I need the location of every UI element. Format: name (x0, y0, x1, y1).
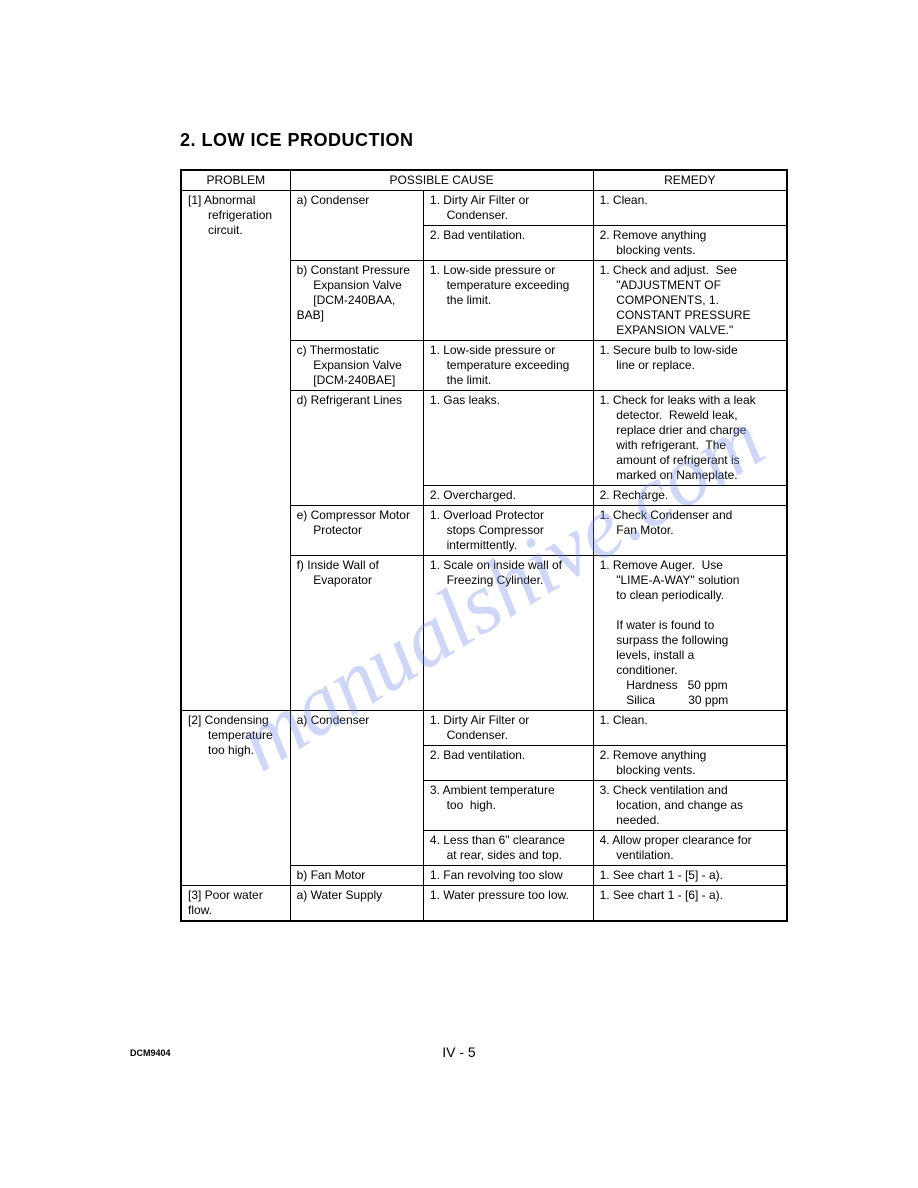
cell-cause-detail: 1. Gas leaks. (423, 391, 593, 486)
table-row: [2] Condensing temperature too high.a) C… (181, 711, 787, 746)
cell-cause-detail: 1. Low-side pressure or temperature exce… (423, 261, 593, 341)
cell-cause-category: f) Inside Wall of Evaporator (290, 556, 423, 711)
cell-remedy: 2. Recharge. (593, 486, 787, 506)
cell-cause-detail: 1. Scale on inside wall of Freezing Cyli… (423, 556, 593, 711)
header-remedy: REMEDY (593, 170, 787, 191)
cell-remedy: 3. Check ventilation and location, and c… (593, 781, 787, 831)
cell-remedy: 4. Allow proper clearance for ventilatio… (593, 831, 787, 866)
cell-cause-category: a) Condenser (290, 191, 423, 261)
cell-cause-category: a) Condenser (290, 711, 423, 866)
cell-cause-category: b) Fan Motor (290, 866, 423, 886)
cell-remedy: 1. Clean. (593, 191, 787, 226)
cell-remedy: 2. Remove anything blocking vents. (593, 226, 787, 261)
footer-page-number: IV - 5 (0, 1044, 918, 1060)
cell-remedy: 1. See chart 1 - [6] - a). (593, 886, 787, 922)
cell-remedy: 1. Check for leaks with a leak detector.… (593, 391, 787, 486)
header-problem: PROBLEM (181, 170, 290, 191)
cell-remedy: 1. Check Condenser and Fan Motor. (593, 506, 787, 556)
troubleshooting-table: PROBLEM POSSIBLE CAUSE REMEDY [1] Abnorm… (180, 169, 788, 922)
cell-cause-detail: 1. Overload Protector stops Compressor i… (423, 506, 593, 556)
cell-problem: [2] Condensing temperature too high. (181, 711, 290, 886)
cell-remedy: 1. Clean. (593, 711, 787, 746)
cell-cause-category: e) Compressor Motor Protector (290, 506, 423, 556)
cell-cause-category: c) Thermostatic Expansion Valve [DCM-240… (290, 341, 423, 391)
cell-cause-detail: 4. Less than 6" clearance at rear, sides… (423, 831, 593, 866)
cell-cause-category: b) Constant Pressure Expansion Valve [DC… (290, 261, 423, 341)
header-cause: POSSIBLE CAUSE (290, 170, 593, 191)
cell-problem: [1] Abnormal refrigeration circuit. (181, 191, 290, 711)
cell-cause-detail: 2. Bad ventilation. (423, 226, 593, 261)
cell-problem: [3] Poor water flow. (181, 886, 290, 922)
cell-cause-detail: 1. Water pressure too low. (423, 886, 593, 922)
cell-cause-detail: 1. Low-side pressure or temperature exce… (423, 341, 593, 391)
cell-cause-category: a) Water Supply (290, 886, 423, 922)
cell-cause-detail: 1. Dirty Air Filter or Condenser. (423, 191, 593, 226)
cell-cause-detail: 3. Ambient temperature too high. (423, 781, 593, 831)
cell-cause-detail: 1. Dirty Air Filter or Condenser. (423, 711, 593, 746)
cell-remedy: 1. Check and adjust. See "ADJUSTMENT OF … (593, 261, 787, 341)
table-row: [3] Poor water flow.a) Water Supply1. Wa… (181, 886, 787, 922)
table-row: [1] Abnormal refrigeration circuit.a) Co… (181, 191, 787, 226)
cell-remedy: 1. See chart 1 - [5] - a). (593, 866, 787, 886)
cell-cause-detail: 1. Fan revolving too slow (423, 866, 593, 886)
cell-remedy: 1. Remove Auger. Use "LIME-A-WAY" soluti… (593, 556, 787, 711)
cell-cause-category: d) Refrigerant Lines (290, 391, 423, 506)
cell-remedy: 2. Remove anything blocking vents. (593, 746, 787, 781)
cell-cause-detail: 2. Overcharged. (423, 486, 593, 506)
cell-remedy: 1. Secure bulb to low-side line or repla… (593, 341, 787, 391)
section-heading: 2. LOW ICE PRODUCTION (180, 130, 788, 151)
cell-cause-detail: 2. Bad ventilation. (423, 746, 593, 781)
